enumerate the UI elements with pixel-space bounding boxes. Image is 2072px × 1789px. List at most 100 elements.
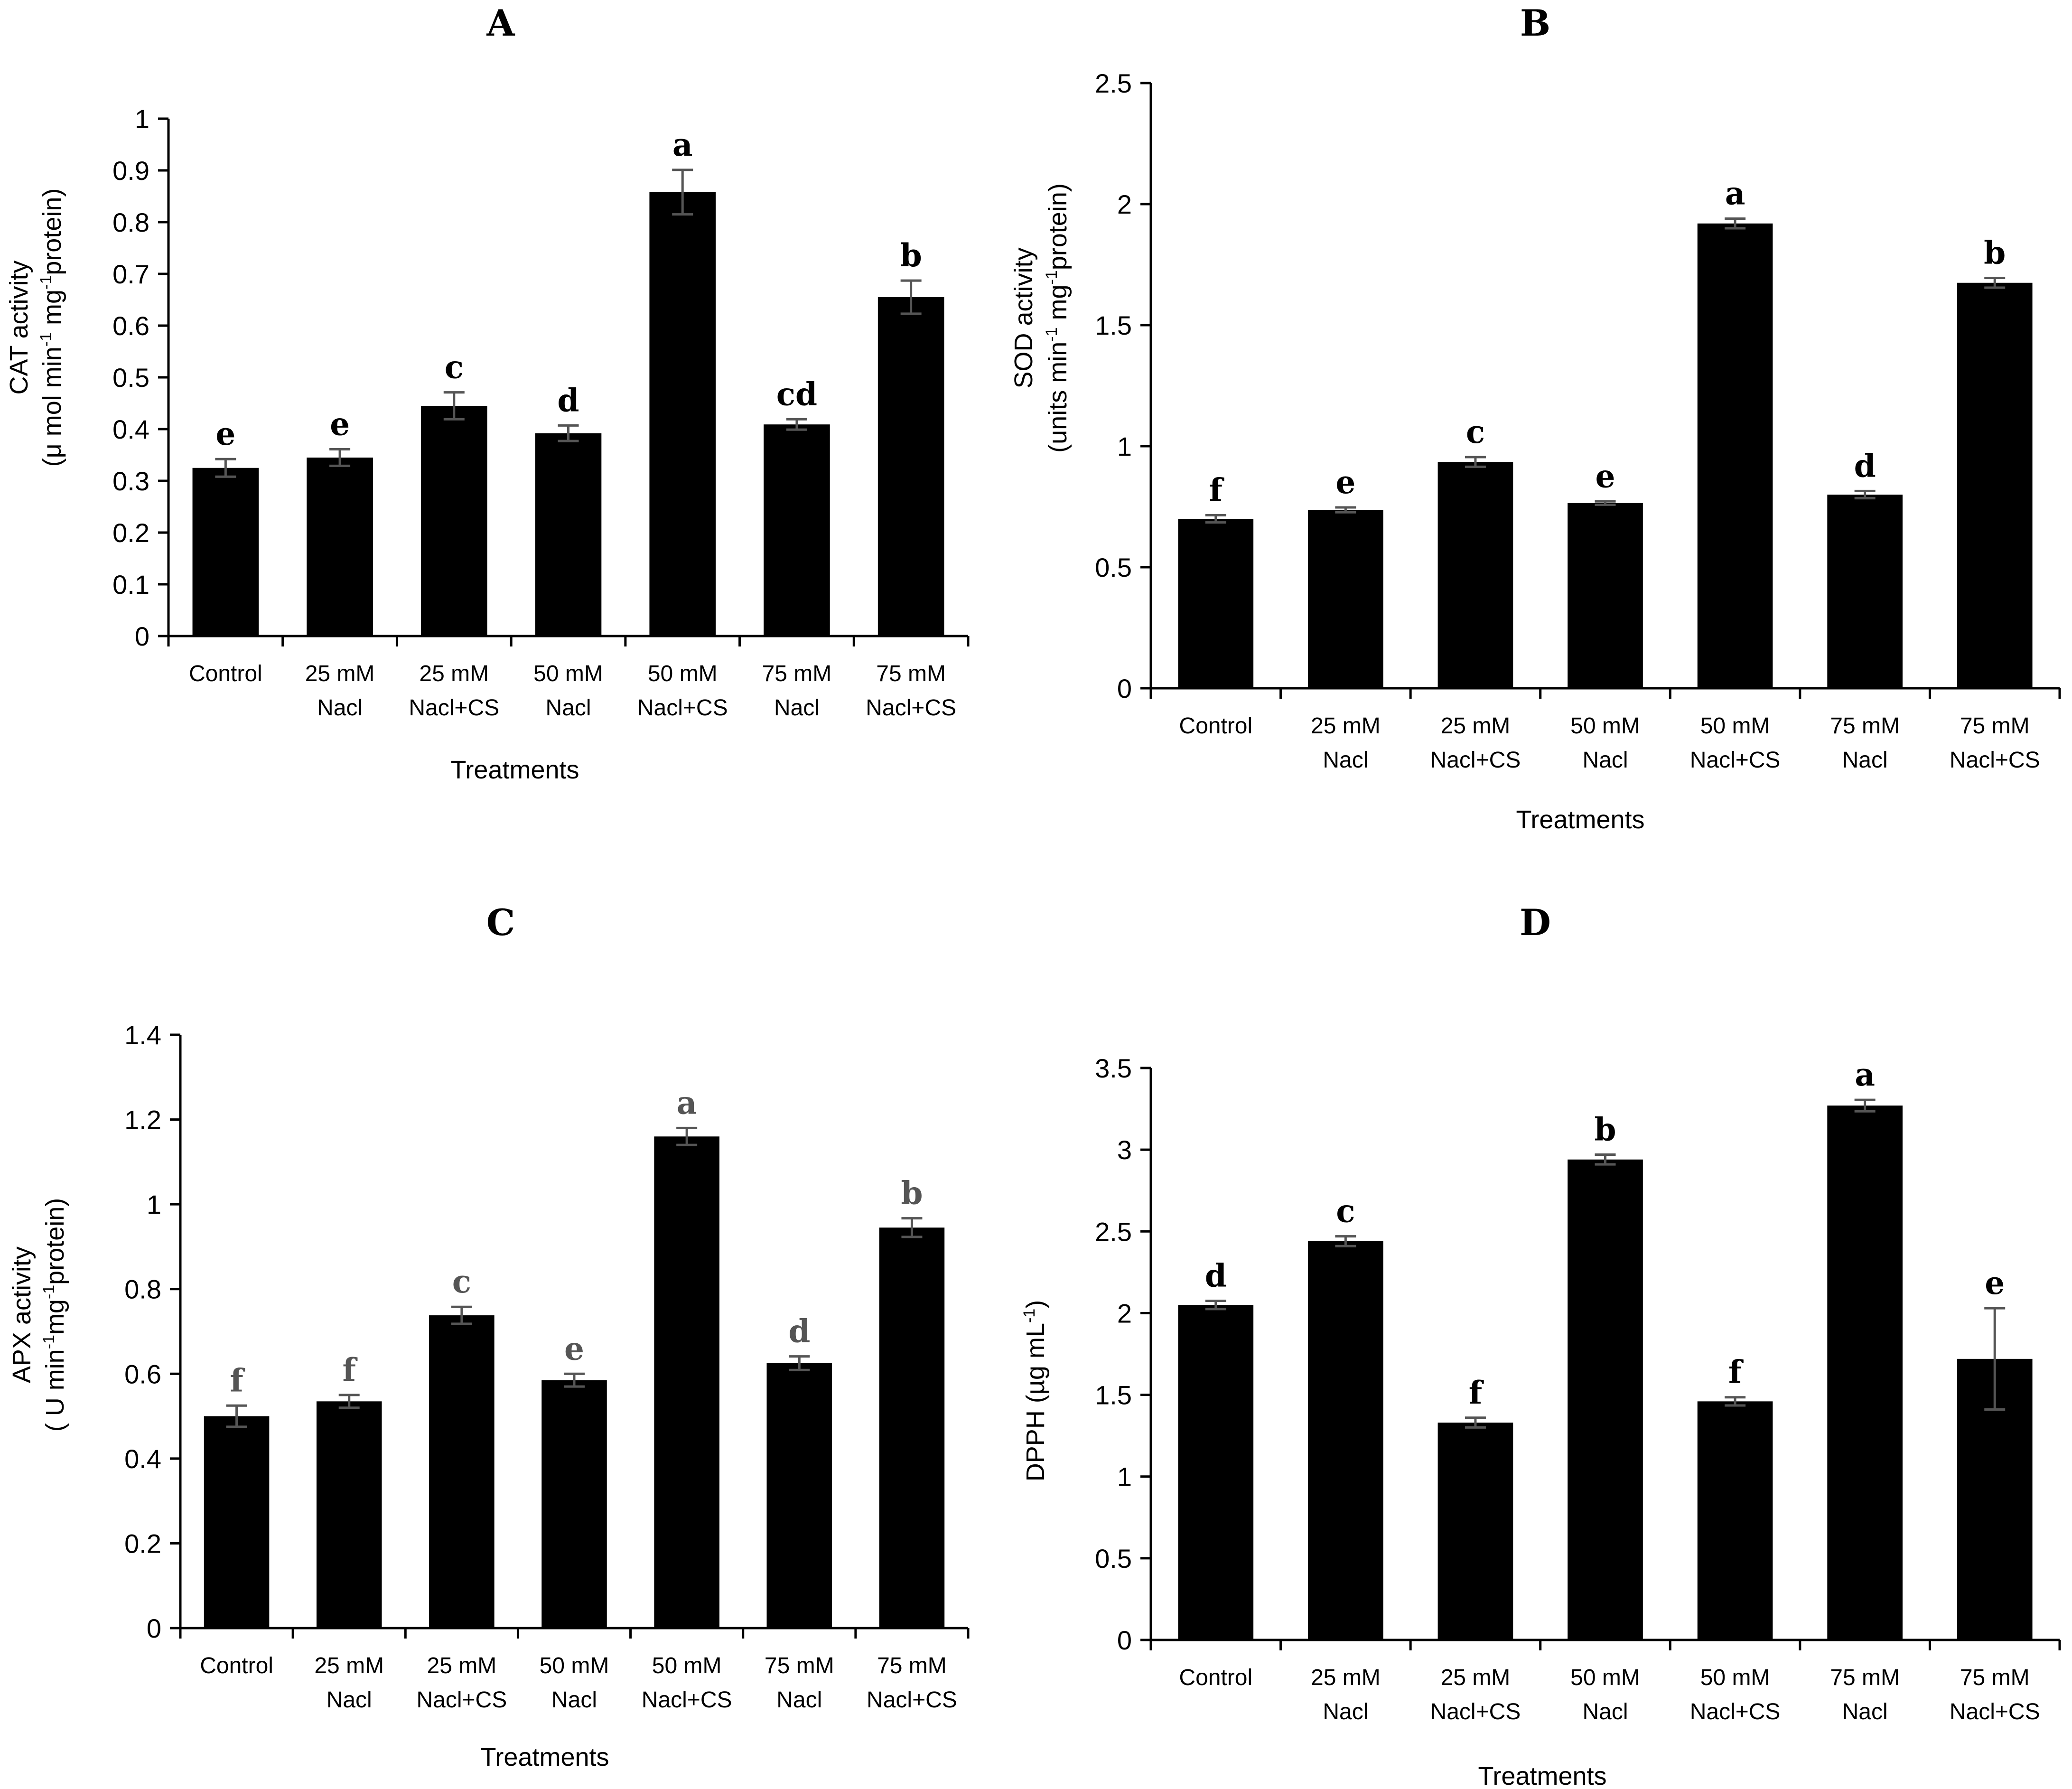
panel-B-y-title-text1: SOD activity (1009, 247, 1038, 388)
panel-C-y-tick-label: 0.8 (124, 1274, 161, 1304)
category-label-line: 50 mM (533, 661, 603, 686)
panel-A-y-tick-label: 1 (135, 104, 149, 134)
panel-A-category-label: 75 mM Nacl (762, 661, 832, 721)
category-label-line: Nacl+CS (867, 1687, 957, 1713)
panel-A-y-tick-label: 0.7 (112, 259, 149, 289)
category-label-line: Nacl+CS (1950, 1699, 2040, 1724)
panel-C-sig-letter: f (343, 1351, 358, 1388)
category-label-line: Nacl (774, 695, 820, 721)
panel-A-category-label: 25 mM Nacl (305, 661, 375, 721)
panel-C-category-label: 50 mM Nacl (540, 1653, 609, 1713)
category-label-line: Nacl+CS (1950, 748, 2040, 773)
panel-B-category-label: 75 mM Nacl+CS (1950, 713, 2040, 773)
panel-B-sig-letter: e (1596, 458, 1615, 495)
category-label-line: 25 mM (314, 1653, 384, 1678)
panel-A-bar (420, 405, 487, 636)
panel-A-y-tick-label: 0.5 (112, 363, 149, 393)
category-label-line: 75 mM (762, 661, 832, 686)
category-label-line: Nacl (327, 1687, 372, 1713)
panel-D-y-tick-label: 0.5 (1095, 1544, 1132, 1574)
category-label-line: Nacl+CS (642, 1687, 732, 1713)
panel-C-y-tick-label: 0.6 (124, 1359, 161, 1389)
panel-C-sig-letter: b (901, 1175, 923, 1212)
panel-C-category-label: 75 mM Nacl (765, 1653, 834, 1713)
panel-D-sig-letter: b (1594, 1111, 1616, 1148)
category-label-line: Nacl+CS (1430, 748, 1521, 773)
category-label-line: 50 mM (1570, 713, 1640, 739)
panel-D-y-title: DPPH (µg mL-1) (1020, 1300, 1050, 1481)
panel-D-bar (1568, 1159, 1643, 1640)
panel-A-y-tick-label: 0.9 (112, 156, 149, 186)
panel-D-category-label: 75 mM Nacl (1830, 1665, 1900, 1724)
panel-A-bar (877, 297, 944, 636)
panel-D-category-label: 50 mM Nacl+CS (1690, 1665, 1781, 1724)
panel-A-y-tick-label: 0.6 (112, 311, 149, 341)
panel-D-category-label: 50 mM Nacl (1570, 1665, 1640, 1724)
category-label-line: Control (189, 661, 262, 686)
panel-C-y-tick-label: 0 (147, 1613, 161, 1643)
panel-A-bar (535, 433, 602, 636)
panel-C-category-label: 25 mM Nacl (314, 1653, 384, 1713)
panel-B-sig-letter: a (1725, 175, 1745, 212)
panel-C-y-title-line1: APX activity (8, 1246, 36, 1383)
category-label-line: 75 mM (1830, 713, 1900, 739)
panel-A-sig-letter: d (557, 382, 579, 419)
category-label-line: Nacl+CS (416, 1687, 507, 1713)
panel-A-y-title-line1: CAT activity (5, 260, 33, 394)
panel-B-y-title-line1: SOD activity (1009, 247, 1038, 388)
category-label-line: Nacl+CS (409, 695, 499, 721)
panel-D-category-label: 75 mM Nacl+CS (1950, 1665, 2040, 1724)
panel-B-y-tick-label: 0 (1117, 674, 1132, 703)
panel-D-category-label: Control (1179, 1665, 1252, 1690)
panel-A-y-tick-label: 0 (135, 621, 149, 651)
category-label-line: Nacl (1582, 1699, 1628, 1724)
panel-B-sig-letter: b (1984, 234, 2006, 272)
panel-A-category-label: 50 mM Nacl+CS (637, 661, 728, 721)
panel-B-y-title-line2: (units min-1 mg-1protein) (1043, 183, 1072, 453)
panel-C-x-title: Treatments (480, 1743, 609, 1771)
panel-B-sig-letter: d (1854, 447, 1876, 484)
panel-D-y-tick-label: 3 (1117, 1135, 1132, 1165)
category-label-line: Nacl (1323, 748, 1368, 773)
category-label-line: Nacl (1842, 1699, 1888, 1724)
category-label-line: 75 mM (1960, 1665, 2030, 1690)
panel-B-y-tick-label: 2 (1117, 189, 1132, 219)
panel-D: D 0 0.5 1 1.5 2 2.5 3 3.5 d Control c 25 mM Nacl f 25 … (1020, 901, 2061, 1789)
category-label-line: Nacl+CS (1690, 748, 1781, 773)
panel-B-category-label: 75 mM Nacl (1830, 713, 1900, 773)
panel-C-sig-letter: a (677, 1084, 697, 1121)
panel-C-y-tick-label: 0.2 (124, 1528, 161, 1558)
category-label-line: Control (200, 1653, 273, 1678)
category-label-line: 25 mM (1311, 1665, 1381, 1690)
panel-D-x-title: Treatments (1478, 1762, 1606, 1789)
category-label-line: Control (1179, 1665, 1252, 1690)
category-label-line: 50 mM (648, 661, 718, 686)
panel-A-bar (192, 468, 259, 636)
panel-A-y-tick-label: 0.1 (112, 570, 149, 599)
panel-C-sig-letter: c (452, 1263, 471, 1300)
category-label-line: 50 mM (1700, 1665, 1770, 1690)
panel-B-sig-letter: c (1466, 413, 1485, 450)
panel-C-category-label: 75 mM Nacl+CS (867, 1653, 957, 1713)
panel-C-category-label: 50 mM Nacl+CS (642, 1653, 732, 1713)
category-label-line: 50 mM (540, 1653, 609, 1678)
panel-A-bar (307, 457, 373, 636)
panel-C-bar (316, 1401, 382, 1628)
panel-D-sig-letter: f (1469, 1374, 1484, 1411)
panel-A-x-title: Treatments (450, 756, 579, 784)
panel-C-bar (204, 1416, 270, 1628)
panel-B-bar (1568, 503, 1643, 688)
panel-C-sig-letter: d (788, 1313, 810, 1350)
panel-B-y-tick-label: 2.5 (1095, 68, 1132, 98)
panel-B-sig-letter: f (1209, 471, 1224, 508)
panel-C-category-label: 25 mM Nacl+CS (416, 1653, 507, 1713)
category-label-line: 75 mM (1960, 713, 2030, 739)
category-label-line: 25 mM (305, 661, 375, 686)
panel-C-bar (879, 1227, 945, 1628)
panel-D-category-label: 25 mM Nacl+CS (1430, 1665, 1521, 1724)
panel-B-y-tick-label: 1.5 (1095, 310, 1132, 340)
panel-B-bar (1957, 282, 2033, 688)
panel-A-category-label: 75 mM Nacl+CS (866, 661, 956, 721)
panel-D-y-tick-label: 3.5 (1095, 1053, 1132, 1083)
panel-C-y-tick-label: 1 (147, 1190, 161, 1219)
